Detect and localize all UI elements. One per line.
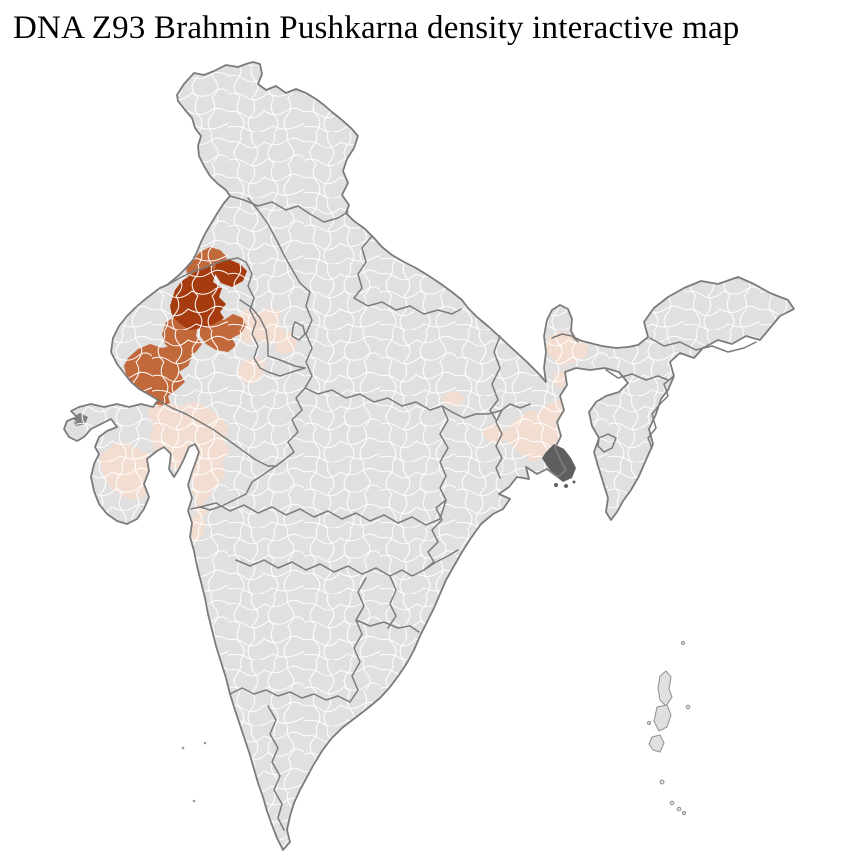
state-borders (157, 195, 757, 831)
page-title: DNA Z93 Brahmin Pushkarna density intera… (13, 10, 740, 46)
district-mesh (64, 62, 794, 850)
andaman-nicobar-islands[interactable] (647, 641, 691, 815)
lakshadweep-islands (181, 741, 207, 803)
sundarbans-wetland (542, 444, 576, 488)
